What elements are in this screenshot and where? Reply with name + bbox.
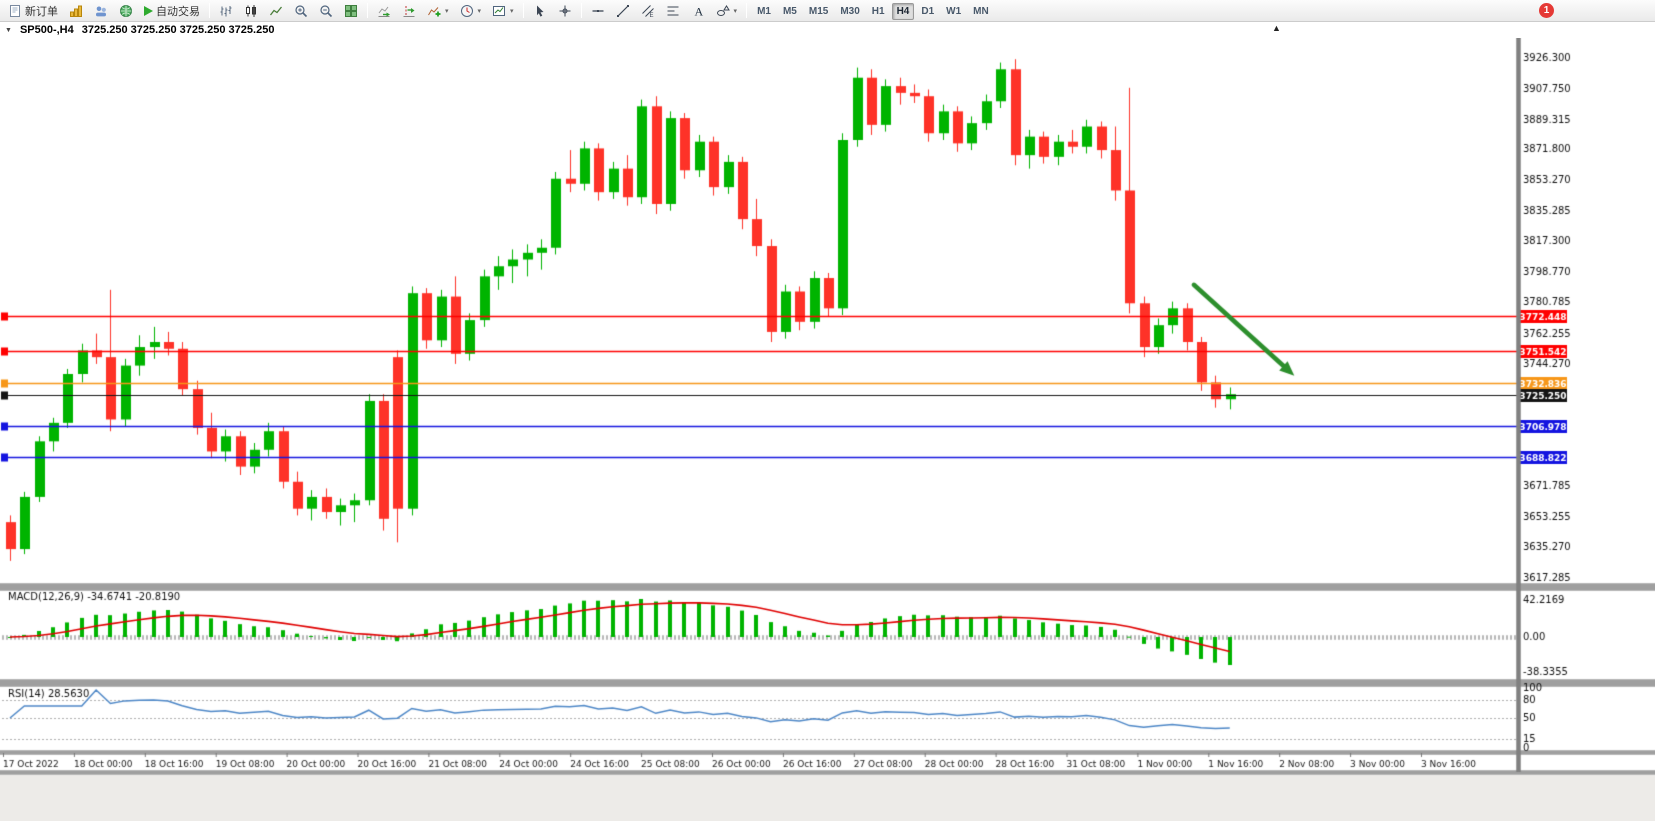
- price-chart-canvas[interactable]: [0, 38, 1655, 821]
- fibonacci-icon: [667, 6, 679, 15]
- text-icon: A: [694, 4, 703, 18]
- bar-chart-mode-button[interactable]: [214, 1, 238, 20]
- toolbar-separator: [580, 3, 582, 18]
- tile-windows-button[interactable]: [339, 1, 363, 20]
- clock-icon: [460, 4, 473, 17]
- svg-text:A: A: [694, 4, 703, 18]
- timeframe-button-m1[interactable]: M1: [752, 3, 776, 20]
- timeframe-button-m30[interactable]: M30: [835, 3, 864, 20]
- text-tool-button[interactable]: A: [686, 1, 710, 20]
- profiles-icon: [96, 6, 106, 16]
- add-indicator-icon: [428, 6, 441, 16]
- auto-trading-button[interactable]: 自动交易: [139, 1, 205, 20]
- trendline-tool-button[interactable]: [611, 1, 635, 20]
- shapes-tool-button[interactable]: ▾: [711, 1, 743, 20]
- toolbar-separator: [367, 3, 368, 18]
- new-order-label: 新订单: [25, 5, 58, 18]
- trendline-icon: [616, 4, 629, 17]
- ohlc-bars-icon: [220, 5, 232, 16]
- chart-shift-button[interactable]: [397, 1, 421, 20]
- chart-symbol-period: SP500-,H4: [19, 24, 74, 36]
- timeframe-button-h4[interactable]: H4: [891, 3, 915, 20]
- new-chart-button[interactable]: [64, 1, 88, 20]
- cursor-icon: [536, 5, 544, 17]
- main-toolbar: 新订单 自动交易 ▾ ▾: [0, 0, 1655, 22]
- chevron-down-icon: ▾: [445, 7, 449, 15]
- new-chart-icon: [70, 5, 82, 17]
- zoom-out-button[interactable]: [314, 1, 338, 20]
- market-watch-button[interactable]: [114, 1, 138, 20]
- zoom-in-button[interactable]: [289, 1, 313, 20]
- templates-button[interactable]: ▾: [487, 1, 519, 20]
- auto-scroll-button[interactable]: [372, 1, 396, 20]
- chart-shift-marker[interactable]: ▲: [1272, 23, 1281, 33]
- chart-ohlc-values: 3725.250 3725.250 3725.250 3725.250: [81, 24, 275, 36]
- new-order-button[interactable]: 新订单: [3, 1, 63, 20]
- equidistant-channel-tool-button[interactable]: E: [636, 1, 660, 20]
- chart-shift-icon: [403, 5, 415, 17]
- zoom-out-icon: [320, 4, 333, 17]
- horizontal-line-tool-button[interactable]: [586, 1, 610, 20]
- chevron-down-icon: ▾: [733, 7, 738, 15]
- candlestick-icon: [246, 4, 256, 17]
- horizontal-line-icon: [592, 9, 604, 12]
- periods-button[interactable]: ▾: [455, 1, 487, 20]
- timeframe-button-m5[interactable]: M5: [778, 3, 802, 20]
- line-chart-mode-button[interactable]: [264, 1, 288, 20]
- candlestick-mode-button[interactable]: [239, 1, 263, 20]
- chevron-down-icon: ▾: [477, 7, 482, 15]
- line-chart-icon: [269, 6, 283, 15]
- chevron-down-icon: ▾: [510, 7, 514, 15]
- timeframe-group: M1 M5 M15 M30 H1 H4 D1 W1 MN: [751, 1, 995, 20]
- auto-scroll-icon: [378, 6, 390, 17]
- timeframe-button-mn[interactable]: MN: [968, 3, 994, 20]
- svg-text:E: E: [649, 13, 653, 18]
- auto-trading-label: 自动交易: [156, 5, 200, 18]
- toolbar-separator: [209, 3, 210, 18]
- timeframe-button-d1[interactable]: D1: [916, 3, 939, 20]
- window-menu-icon[interactable]: ▼: [5, 26, 12, 34]
- template-icon: [493, 5, 506, 16]
- crosshair-icon: [559, 5, 571, 16]
- market-watch-icon: [120, 4, 132, 17]
- indicators-button[interactable]: ▾: [422, 1, 454, 20]
- toolbar-separator: [746, 3, 748, 18]
- new-order-icon: [10, 4, 20, 17]
- shapes-icon: [716, 4, 730, 16]
- toolbar-separator: [522, 3, 524, 18]
- profiles-button[interactable]: [89, 1, 113, 20]
- fibonacci-tool-button[interactable]: [661, 1, 685, 20]
- cursor-tool-button[interactable]: [528, 1, 552, 20]
- chart-title-bar: ▼ SP500-,H4 3725.250 3725.250 3725.250 3…: [0, 22, 1655, 38]
- tile-windows-icon: [345, 4, 357, 17]
- timeframe-button-h1[interactable]: H1: [867, 3, 890, 20]
- crosshair-tool-button[interactable]: [553, 1, 577, 20]
- timeframe-button-m15[interactable]: M15: [804, 3, 833, 20]
- zoom-in-icon: [295, 4, 308, 17]
- notification-badge[interactable]: 1: [1539, 3, 1554, 18]
- channel-icon: E: [641, 4, 654, 18]
- timeframe-button-w1[interactable]: W1: [941, 3, 966, 20]
- auto-trading-icon: [144, 5, 153, 16]
